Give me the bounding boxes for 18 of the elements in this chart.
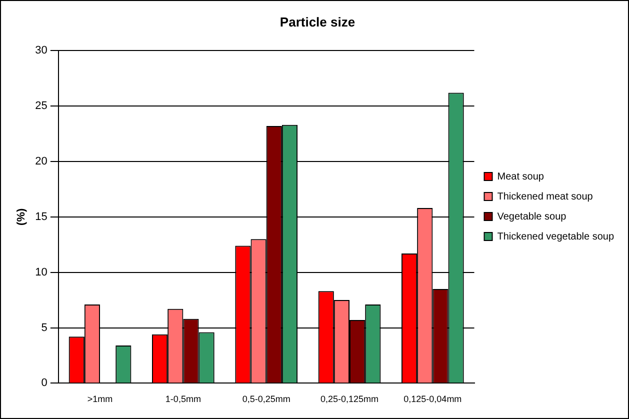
y-tick-label: 15 (35, 210, 48, 223)
x-tick-label: 0,5-0,25mm (242, 394, 290, 404)
y-tick-label: 10 (35, 266, 48, 278)
legend-label: Vegetable soup (497, 211, 567, 222)
y-tick-label: 5 (41, 322, 48, 334)
legend-label: Meat soup (497, 171, 544, 182)
y-tick-label: 30 (35, 44, 48, 57)
legend-label: Thickened meat soup (497, 191, 594, 202)
chart-title: Particle size (280, 14, 356, 30)
y-tick-label: 20 (35, 156, 48, 168)
x-tick-label: 1-0,5mm (165, 394, 201, 404)
legend-label: Thickened vegetable soup (497, 231, 614, 242)
y-tick-label: 0 (41, 377, 48, 390)
x-tick-label: 0,25-0,125mm (320, 394, 379, 404)
y-tick-label: 25 (35, 100, 48, 112)
x-tick-label: >1mm (87, 394, 113, 404)
y-axis-title: (%) (16, 208, 28, 226)
x-tick-label: 0,125-0,04mm (404, 394, 462, 404)
